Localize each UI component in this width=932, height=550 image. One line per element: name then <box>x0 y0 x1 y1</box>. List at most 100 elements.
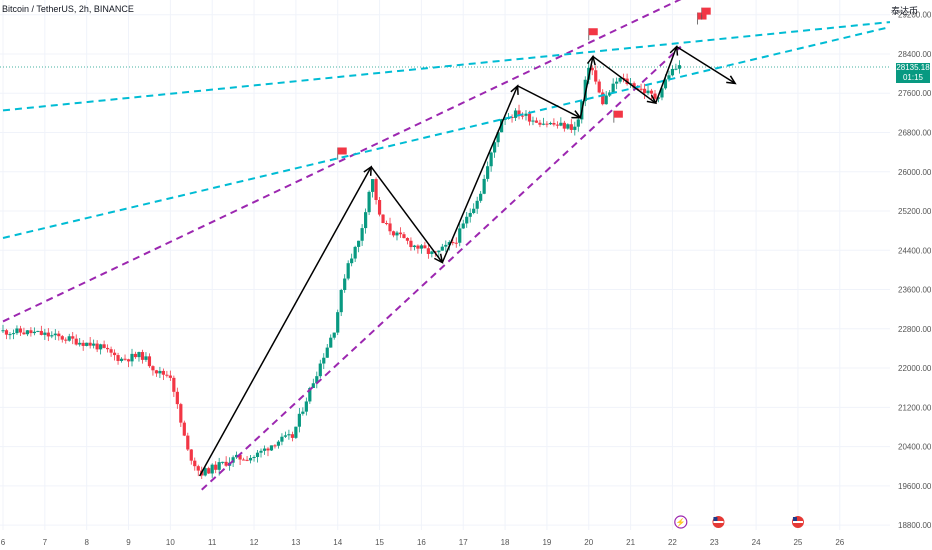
candle-body <box>461 223 465 229</box>
price-axis-label: 23600.00 <box>898 286 932 295</box>
time-axis-label: 8 <box>84 538 89 547</box>
resistance-line <box>2 21 890 112</box>
candle-body <box>447 242 451 245</box>
candle-body <box>43 332 47 335</box>
price-axis-label: 24400.00 <box>898 246 932 255</box>
candle-body <box>364 212 368 229</box>
candle-body <box>67 336 71 341</box>
symbol-title: Bitcoin / TetherUS, 2h, BINANCE <box>2 4 134 14</box>
candle-body <box>283 435 288 437</box>
candle-body <box>172 377 176 392</box>
arrow-shaft <box>441 85 519 263</box>
candle-body <box>524 113 528 116</box>
candle-body <box>168 375 172 378</box>
time-axis-label: 13 <box>291 538 300 547</box>
candle-body <box>102 344 106 348</box>
candle-body <box>381 214 385 224</box>
candle-body <box>458 228 462 243</box>
candle-body <box>151 366 155 371</box>
candle-body <box>280 436 284 442</box>
candles <box>1 60 682 480</box>
candle-body <box>391 231 396 236</box>
candle-body <box>50 335 54 337</box>
candle-body <box>182 422 186 436</box>
candle-body <box>398 232 403 235</box>
time-axis-label: 7 <box>43 538 48 547</box>
candle-body <box>454 242 458 244</box>
candle-body <box>158 370 162 374</box>
candle-body <box>39 330 43 335</box>
candle-body <box>88 342 92 346</box>
candle-body <box>179 404 183 423</box>
candle-body <box>301 411 305 414</box>
candle-body <box>346 263 350 279</box>
candle-body <box>639 88 643 90</box>
candle-body <box>444 244 448 247</box>
candle-body <box>353 246 357 259</box>
candle-body <box>576 119 580 127</box>
arrow-shaft <box>517 85 581 119</box>
candle-body <box>649 90 654 94</box>
candle-body <box>36 330 40 332</box>
arrow-shaft <box>579 56 594 118</box>
candle-body <box>109 349 113 353</box>
candle-body <box>527 113 532 122</box>
candle-body <box>541 123 546 125</box>
candle-body <box>186 435 190 450</box>
candle-body <box>238 454 242 460</box>
candle-body <box>520 115 525 117</box>
candle-body <box>552 122 556 125</box>
candle-body <box>472 208 476 213</box>
candle-body <box>329 337 333 348</box>
candle-body <box>604 95 608 105</box>
candle-body <box>642 88 647 94</box>
candle-body <box>496 132 500 143</box>
candle-body <box>81 342 85 346</box>
candle-body <box>290 434 294 438</box>
candle-body <box>99 344 103 350</box>
candle-body <box>245 459 249 461</box>
candle-body <box>517 110 521 116</box>
candle-body <box>332 332 336 338</box>
candle-body <box>405 238 410 241</box>
time-axis-label: 14 <box>333 538 342 547</box>
candle-body <box>241 459 246 461</box>
price-axis-label: 22800.00 <box>898 325 932 334</box>
current-price-value: 28135.18 <box>896 63 930 72</box>
time-axis-label: 23 <box>710 538 719 547</box>
time-axis-label: 6 <box>1 538 6 547</box>
candle-body <box>350 258 354 264</box>
arrow-head <box>726 75 737 85</box>
price-axis-label: 21200.00 <box>898 403 932 412</box>
candle-body <box>357 240 361 247</box>
candle-body <box>161 370 165 375</box>
candle-body <box>531 120 535 122</box>
event-icons: ⚡ <box>674 515 804 529</box>
resistance-line <box>2 26 890 239</box>
candle-body <box>423 245 427 249</box>
candle-body <box>235 454 239 458</box>
candle-body <box>60 336 64 340</box>
candle-body <box>15 328 19 334</box>
price-axis-label: 29200.00 <box>898 11 932 20</box>
candle-body <box>297 413 301 427</box>
time-axis-label: 11 <box>208 538 217 547</box>
time-axis: 6 7 8 9 10 11 12 13 14 15 16 17 18 19 20 21 22 23 24 25 26 <box>1 538 845 547</box>
candle-body <box>402 234 406 239</box>
candle-body <box>95 343 99 350</box>
candle-body <box>92 343 96 346</box>
candle-body <box>670 68 675 76</box>
candle-body <box>123 358 127 360</box>
candle-body <box>573 126 577 130</box>
candle-body <box>615 81 619 84</box>
time-axis-label: 18 <box>501 538 510 547</box>
candle-body <box>367 191 371 213</box>
candle-body <box>57 333 61 337</box>
candle-body <box>71 336 75 339</box>
bar-countdown: 01:15 <box>902 73 924 82</box>
price-axis-label: 28400.00 <box>898 50 932 59</box>
arrow-shaft <box>198 166 372 477</box>
candle-body <box>339 289 343 313</box>
candle-body <box>674 68 678 70</box>
